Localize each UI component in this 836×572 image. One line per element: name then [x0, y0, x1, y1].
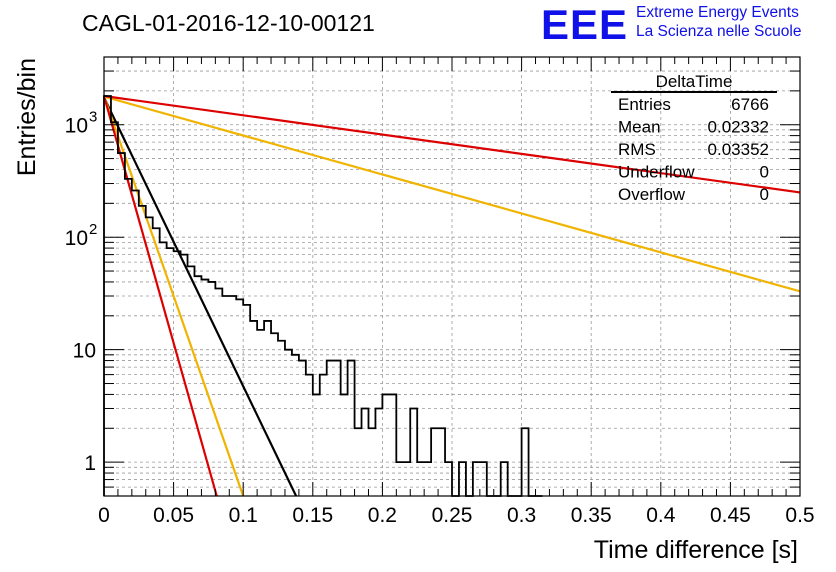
histogram-outline — [103, 95, 543, 497]
x-tick-labels: 0 0.05 0.1 0.15 0.2 0.25 0.3 0.35 0.4 0.45 0.5 — [98, 504, 814, 527]
fit-line — [103, 96, 298, 497]
stats-value: 0.02332 — [708, 118, 769, 137]
stats-label: Entries — [618, 95, 671, 114]
stats-label: Underflow — [618, 163, 695, 182]
grid-lines — [104, 56, 800, 497]
logo-subtitle-line1: Extreme Energy Events — [636, 4, 799, 21]
fit-lines — [102, 94, 801, 497]
stats-value: 0 — [760, 163, 769, 182]
x-tick-label: 0.5 — [785, 504, 814, 527]
x-tick-label: 0.45 — [710, 504, 751, 527]
stats-label: Overflow — [618, 185, 686, 204]
axis-ticks — [103, 56, 801, 497]
x-tick-label: 0.4 — [646, 504, 676, 527]
stats-value: 0 — [760, 185, 769, 204]
stats-label: RMS — [618, 140, 656, 159]
stats-label: Mean — [618, 118, 661, 137]
y-tick-exponent: 2 — [89, 221, 97, 238]
fit-line — [102, 95, 245, 497]
eee-logo: EEE — [541, 1, 629, 48]
x-tick-label: 0.25 — [432, 504, 473, 527]
y-tick-label: 10 — [65, 115, 88, 138]
stats-value: 6766 — [731, 95, 769, 114]
y-tick-label: 1 — [84, 452, 96, 475]
x-tick-label: 0 — [98, 504, 110, 527]
y-tick-exponent: 3 — [89, 109, 97, 126]
x-tick-label: 0.05 — [153, 504, 194, 527]
x-axis-title: Time difference [s] — [594, 536, 798, 564]
y-tick-label: 10 — [65, 227, 88, 250]
y-tick-label: 10 — [73, 340, 96, 363]
y-axis-title: Entries/bin — [13, 58, 41, 176]
fit-line — [103, 95, 801, 293]
fit-line — [102, 95, 218, 497]
x-tick-label: 0.3 — [507, 504, 536, 527]
histogram — [103, 95, 543, 497]
x-tick-label: 0.1 — [229, 504, 258, 527]
stats-value: 0.03352 — [708, 140, 769, 159]
x-tick-label: 0.15 — [292, 504, 333, 527]
x-tick-label: 0.35 — [571, 504, 612, 527]
logo-subtitle-line2: La Scienza nelle Scuole — [636, 23, 802, 40]
x-tick-label: 0.2 — [368, 504, 397, 527]
stats-box-title: DeltaTime — [656, 72, 733, 91]
stats-box: DeltaTime Entries 6766 Mean 0.02332 RMS 0.033… — [611, 72, 777, 204]
stats-rows: Entries 6766 Mean 0.02332 RMS 0.03352 Underflo… — [618, 95, 769, 204]
fit-line — [103, 94, 801, 194]
logo-subtitle: Extreme Energy Events La Scienza nelle S… — [636, 3, 801, 41]
chart-title: CAGL-01-2016-12-10-00121 — [82, 10, 375, 36]
